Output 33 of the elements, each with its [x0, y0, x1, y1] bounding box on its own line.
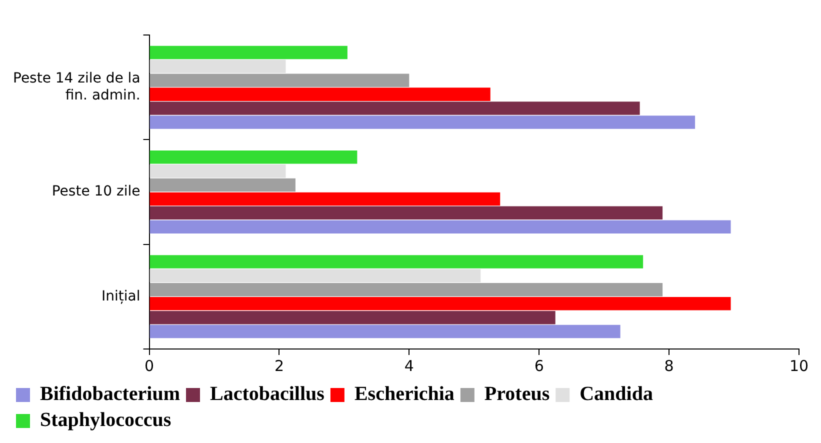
legend-label: Candida	[580, 383, 653, 406]
bar	[150, 46, 348, 60]
bar	[150, 255, 644, 268]
x-tick-label: 10	[789, 356, 809, 375]
bar	[150, 178, 296, 192]
y-tick-label: Peste 10 zile	[52, 184, 140, 200]
y-tick-label: Peste 14 zile de la fin. admin.	[12, 70, 140, 104]
bar	[150, 310, 556, 324]
bar	[150, 297, 731, 310]
x-tick-label: 8	[664, 356, 674, 375]
legend-label: Proteus	[484, 383, 550, 406]
bar	[150, 192, 500, 206]
legend-label: Bifidobacterium	[40, 383, 180, 406]
legend-label: Staphylococcus	[40, 409, 172, 432]
legend-label: Escherichia	[354, 383, 454, 406]
legend-label: Lactobacillus	[210, 383, 325, 406]
bar	[150, 102, 640, 115]
x-tick-label: 6	[534, 356, 544, 375]
x-tick-label: 0	[144, 356, 154, 375]
bar	[150, 88, 490, 101]
x-tick-label: 4	[404, 356, 414, 375]
y-tick-label: Inițial	[102, 288, 140, 304]
bar	[150, 74, 410, 87]
bar	[150, 164, 286, 178]
bar	[150, 324, 620, 338]
bar	[150, 206, 663, 220]
bar	[150, 220, 731, 234]
bar	[150, 269, 481, 282]
bar	[150, 60, 286, 74]
bar	[150, 150, 358, 164]
bar	[150, 116, 696, 129]
bar	[150, 283, 663, 296]
x-tick-label: 2	[274, 356, 284, 375]
